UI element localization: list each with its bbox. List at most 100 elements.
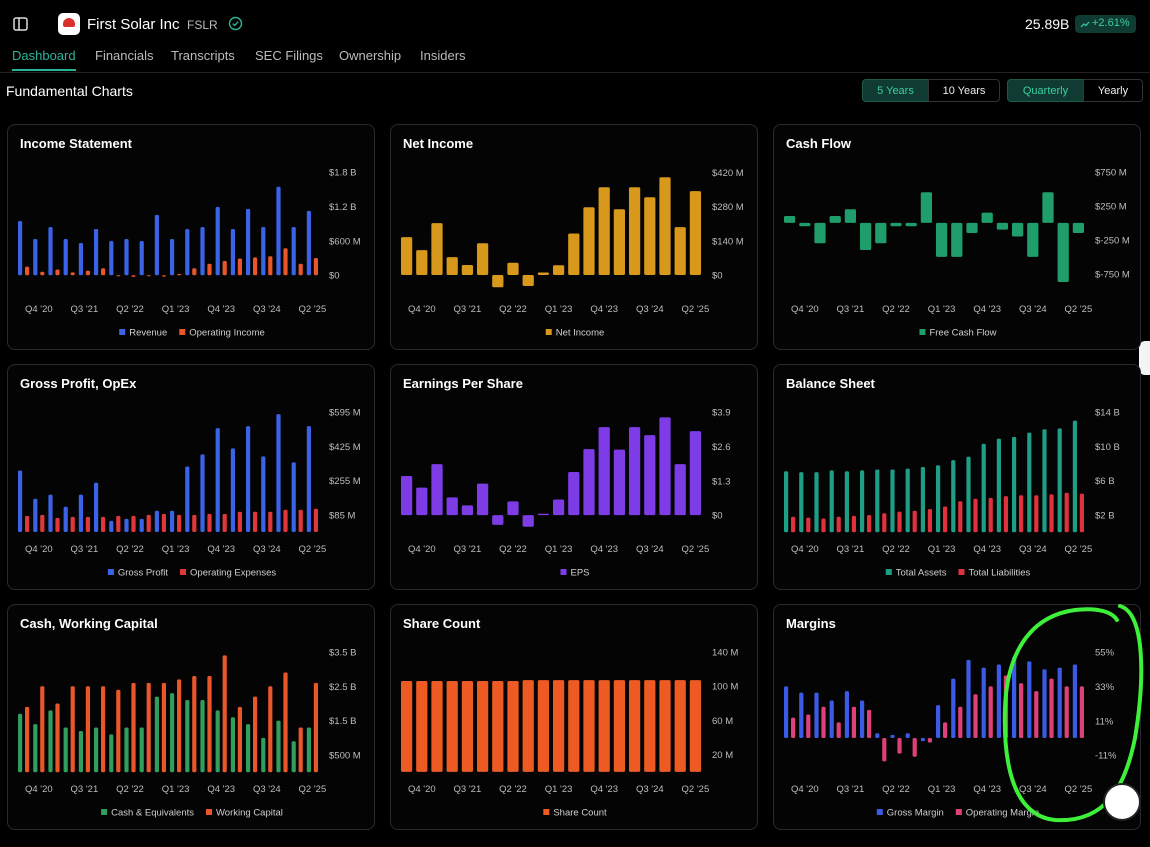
bar bbox=[912, 737, 917, 757]
bar bbox=[867, 709, 872, 738]
bar bbox=[552, 265, 565, 275]
x-tick-label: Q4 '23 bbox=[973, 784, 1001, 795]
bar bbox=[109, 734, 114, 773]
bar bbox=[996, 438, 1001, 533]
bar bbox=[890, 734, 895, 738]
chart-title: Cash, Working Capital bbox=[20, 616, 158, 631]
bar bbox=[996, 222, 1009, 230]
bar bbox=[829, 470, 834, 533]
bar bbox=[63, 506, 68, 532]
assistant-button[interactable] bbox=[1103, 783, 1141, 821]
bar bbox=[689, 431, 702, 516]
x-tick-label: Q3 '24 bbox=[253, 784, 281, 795]
bar bbox=[981, 443, 986, 533]
legend-label: Cash & Equivalents bbox=[111, 808, 194, 819]
x-tick-label: Q3 '24 bbox=[1019, 544, 1047, 555]
chart: Earnings Per Share $0 $1.3 $2.6 $3.9 Q4 '20 Q3… bbox=[400, 376, 731, 579]
bar bbox=[821, 518, 826, 533]
legend-swatch bbox=[119, 329, 126, 335]
bar bbox=[461, 264, 474, 275]
x-tick-label: Q2 '25 bbox=[299, 784, 327, 795]
bar bbox=[1079, 686, 1084, 738]
bar bbox=[33, 498, 38, 532]
bar bbox=[552, 680, 565, 772]
bar bbox=[18, 470, 23, 532]
bar bbox=[844, 691, 849, 738]
x-tick-label: Q1 '23 bbox=[162, 784, 190, 795]
y-tick-label: 55% bbox=[1095, 648, 1115, 659]
bar bbox=[1064, 492, 1069, 533]
bar bbox=[844, 209, 857, 223]
bar bbox=[981, 667, 986, 738]
bar bbox=[116, 515, 121, 532]
bar bbox=[973, 694, 978, 738]
bar bbox=[400, 681, 413, 772]
period-button[interactable]: Quarterly bbox=[1007, 79, 1084, 102]
bar bbox=[522, 515, 534, 527]
y-tick-label: $1.2 B bbox=[329, 202, 356, 213]
bar bbox=[507, 501, 519, 516]
tab[interactable]: Financials bbox=[95, 48, 154, 63]
x-tick-label: Q1 '23 bbox=[928, 544, 956, 555]
tab[interactable]: SEC Filings bbox=[255, 48, 323, 63]
x-tick-label: Q4 '23 bbox=[590, 304, 618, 315]
legend-label: Free Cash Flow bbox=[929, 328, 996, 339]
bar bbox=[161, 275, 166, 277]
tab[interactable]: Transcripts bbox=[171, 48, 235, 63]
bar bbox=[306, 426, 311, 532]
bar bbox=[851, 515, 856, 533]
change-badge: +2.61% bbox=[1075, 15, 1136, 33]
bar bbox=[40, 686, 45, 773]
period-button[interactable]: Yearly bbox=[1083, 79, 1143, 102]
x-tick-label: Q4 '20 bbox=[791, 544, 819, 555]
bar bbox=[644, 197, 656, 275]
bar bbox=[139, 518, 144, 532]
bar bbox=[431, 223, 443, 275]
bar bbox=[446, 497, 458, 516]
side-widget[interactable] bbox=[1139, 341, 1150, 375]
bar bbox=[230, 717, 235, 773]
bar bbox=[215, 710, 220, 773]
x-tick-label: Q4 '20 bbox=[408, 304, 436, 315]
y-tick-label: 20 M bbox=[712, 750, 733, 761]
legend-label: Operating Income bbox=[189, 328, 265, 339]
y-tick-label: $2.5 B bbox=[329, 682, 356, 693]
bar bbox=[63, 727, 68, 773]
bar bbox=[659, 417, 671, 516]
tab[interactable]: Ownership bbox=[339, 48, 402, 63]
bar bbox=[905, 468, 910, 533]
bar bbox=[1042, 669, 1047, 738]
tab[interactable]: Dashboard bbox=[12, 48, 76, 63]
chart-title: Gross Profit, OpEx bbox=[20, 376, 137, 391]
range-button[interactable]: 10 Years bbox=[928, 79, 1000, 102]
range-button[interactable]: 5 Years bbox=[862, 79, 929, 102]
tab[interactable]: Insiders bbox=[420, 48, 466, 63]
bar bbox=[25, 515, 30, 532]
bar bbox=[951, 678, 956, 738]
bar bbox=[253, 696, 258, 773]
chart-title: Income Statement bbox=[20, 136, 133, 151]
bar bbox=[1049, 494, 1054, 533]
bar bbox=[1027, 432, 1032, 533]
chart: Income Statement $0 $600 M $1.2 B $1.8 B Q4 '… bbox=[18, 136, 361, 339]
sidebar-icon[interactable] bbox=[12, 15, 30, 33]
bar bbox=[912, 510, 917, 533]
bar bbox=[461, 505, 474, 516]
bar bbox=[131, 682, 136, 773]
bar bbox=[844, 471, 849, 533]
y-tick-label: $280 M bbox=[712, 202, 744, 213]
y-tick-label: $3.5 B bbox=[329, 647, 356, 658]
bar bbox=[935, 222, 948, 257]
bar bbox=[1049, 678, 1054, 738]
chart-title: Cash Flow bbox=[786, 136, 852, 151]
chart-panel: Margins -11% 11% 33% 55% Q4 '20 Q3 '21 Q2 '22 Q1… bbox=[773, 604, 1141, 830]
x-tick-label: Q4 '23 bbox=[973, 544, 1001, 555]
bar bbox=[170, 239, 175, 276]
x-tick-label: Q1 '23 bbox=[928, 784, 956, 795]
y-tick-label: $500 M bbox=[329, 751, 361, 762]
bar bbox=[821, 706, 826, 738]
legend-swatch bbox=[919, 329, 926, 335]
x-tick-label: Q3 '24 bbox=[1019, 784, 1047, 795]
bar bbox=[283, 248, 288, 276]
legend-label: Gross Profit bbox=[118, 568, 169, 579]
